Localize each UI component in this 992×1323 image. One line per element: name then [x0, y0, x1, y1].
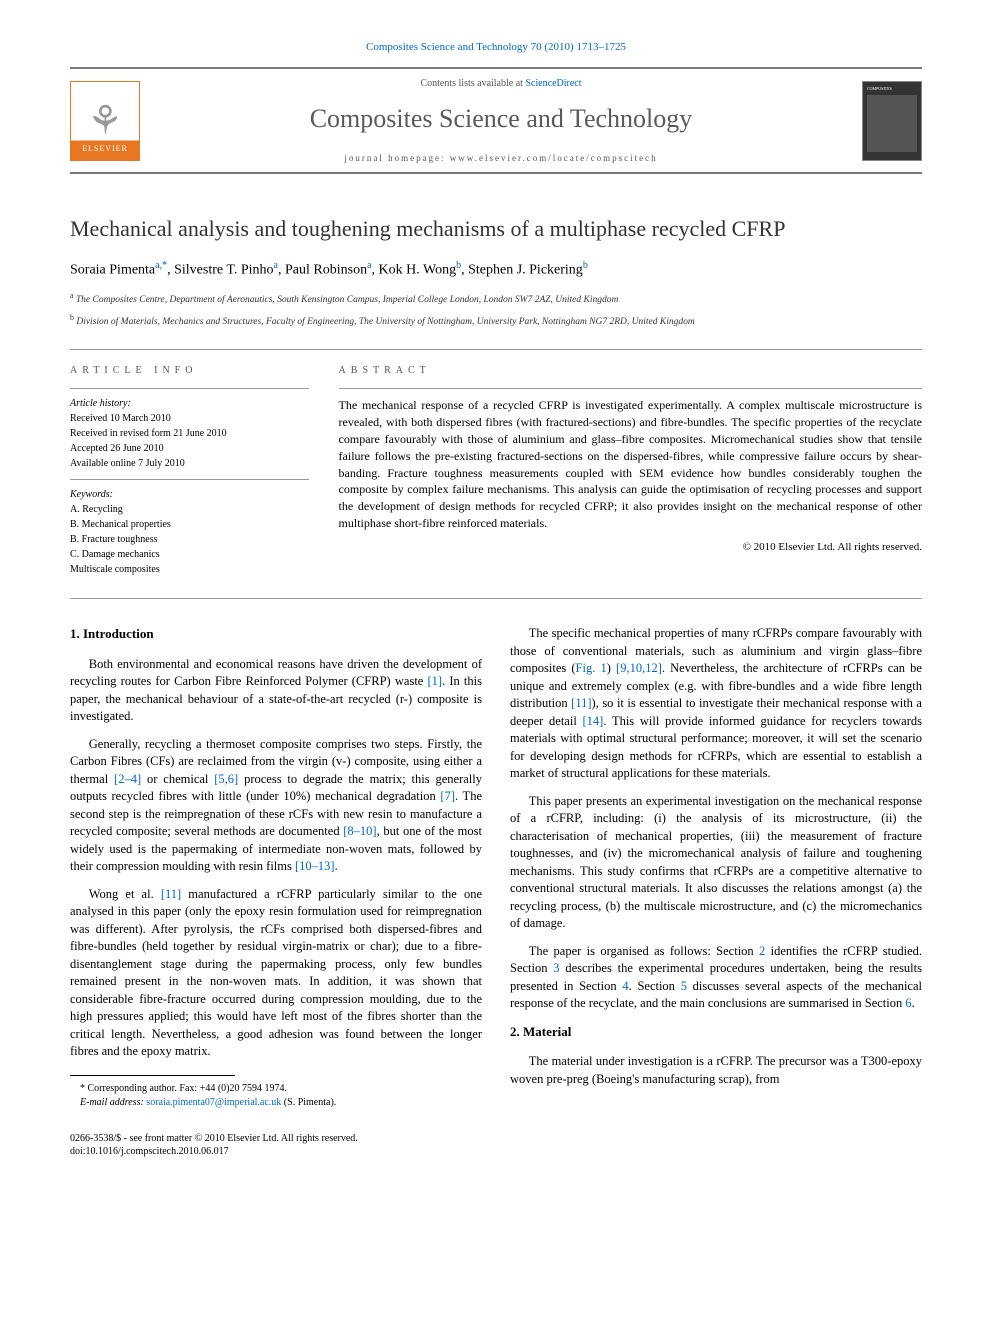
ref-7[interactable]: [7] [440, 789, 455, 803]
material-heading: 2. Material [510, 1023, 922, 1041]
rule-top [70, 349, 922, 350]
p2-f: . [335, 859, 338, 873]
journal-banner: ⚘ ELSEVIER Contents lists available at S… [70, 67, 922, 174]
ref-14[interactable]: [14] [583, 714, 604, 728]
ref-11[interactable]: [11] [161, 887, 181, 901]
article-title: Mechanical analysis and toughening mecha… [70, 214, 922, 245]
citation-link[interactable]: Composites Science and Technology 70 (20… [366, 41, 626, 53]
ref-5-6[interactable]: [5,6] [214, 772, 238, 786]
keyword-0: A. Recycling [70, 503, 309, 517]
keywords-label: Keywords: [70, 488, 309, 502]
affiliation-a: a The Composites Centre, Department of A… [70, 290, 922, 307]
contents-line: Contents lists available at ScienceDirec… [160, 77, 842, 91]
history-1: Received in revised form 21 June 2010 [70, 427, 309, 441]
contents-prefix: Contents lists available at [420, 78, 525, 89]
cover-thumb-image [867, 95, 917, 151]
ref-2-4[interactable]: [2–4] [114, 772, 141, 786]
col2-p3: The paper is organised as follows: Secti… [510, 943, 922, 1013]
ref-11b[interactable]: [11] [571, 696, 591, 710]
author-4: Kok H. Wong [379, 263, 457, 278]
author-3: Paul Robinson [285, 263, 367, 278]
abstract-text: The mechanical response of a recycled CF… [339, 397, 922, 531]
c2p3-d: . Section [629, 979, 681, 993]
author-5-affil[interactable]: b [583, 260, 588, 271]
p2-b: or chemical [141, 772, 214, 786]
abstract-rule [339, 388, 922, 389]
intro-p3: Wong et al. [11] manufactured a rCFRP pa… [70, 886, 482, 1061]
c2p1-b: ) [607, 661, 616, 675]
keyword-3: C. Damage mechanics [70, 548, 309, 562]
affiliation-b-text: Division of Materials, Mechanics and Str… [76, 317, 694, 327]
front-matter-doi: doi:10.1016/j.compscitech.2010.06.017 [70, 1145, 922, 1158]
ref-1[interactable]: [1] [428, 674, 443, 688]
front-matter: 0266-3538/$ - see front matter © 2010 El… [70, 1132, 922, 1158]
abstract-column: abstract The mechanical response of a re… [339, 364, 922, 578]
abstract-heading: abstract [339, 364, 922, 378]
journal-homepage: journal homepage: www.elsevier.com/locat… [160, 152, 842, 165]
info-abstract-row: article info Article history: Received 1… [70, 364, 922, 578]
author-1-affil[interactable]: a,* [155, 260, 167, 271]
col2-p4: The material under investigation is a rC… [510, 1053, 922, 1088]
authors-line: Soraia Pimentaa,*, Silvestre T. Pinhoa, … [70, 259, 922, 280]
corresponding-author: * Corresponding author. Fax: +44 (0)20 7… [70, 1082, 482, 1096]
fig-1-link[interactable]: Fig. 1 [576, 661, 607, 675]
col2-p1: The specific mechanical properties of ma… [510, 625, 922, 783]
corresponding-email-line: E-mail address: soraia.pimenta07@imperia… [70, 1096, 482, 1110]
publisher-logo: ⚘ ELSEVIER [70, 81, 140, 161]
author-2: Silvestre T. Pinho [174, 263, 273, 278]
c2p3-a: The paper is organised as follows: Secti… [529, 944, 759, 958]
body-right-column: The specific mechanical properties of ma… [510, 625, 922, 1109]
info-rule-2 [70, 479, 309, 480]
history-label: Article history: [70, 397, 309, 411]
keyword-4: Multiscale composites [70, 563, 309, 577]
p3-a: Wong et al. [89, 887, 161, 901]
journal-name: Composites Science and Technology [160, 101, 842, 137]
article-info-column: article info Article history: Received 1… [70, 364, 309, 578]
intro-heading: 1. Introduction [70, 625, 482, 643]
affiliation-b: b Division of Materials, Mechanics and S… [70, 312, 922, 329]
author-1: Soraia Pimenta [70, 263, 155, 278]
email-label: E-mail address: [80, 1097, 146, 1108]
body-left-column: 1. Introduction Both environmental and e… [70, 625, 482, 1109]
author-5: Stephen J. Pickering [468, 263, 583, 278]
corresponding-email[interactable]: soraia.pimenta07@imperial.ac.uk [146, 1097, 281, 1108]
banner-center: Contents lists available at ScienceDirec… [160, 77, 842, 164]
col2-p2: This paper presents an experimental inve… [510, 793, 922, 933]
history-0: Received 10 March 2010 [70, 412, 309, 426]
ref-8-10[interactable]: [8–10] [343, 824, 376, 838]
intro-p1: Both environmental and economical reason… [70, 656, 482, 726]
author-2-affil[interactable]: a [274, 260, 278, 271]
affiliation-a-text: The Composites Centre, Department of Aer… [76, 296, 618, 306]
footnote-rule [70, 1075, 235, 1076]
c2p3-f: . [912, 996, 915, 1010]
history-2: Accepted 26 June 2010 [70, 442, 309, 456]
abstract-copyright: © 2010 Elsevier Ltd. All rights reserved… [339, 540, 922, 555]
info-rule-1 [70, 388, 309, 389]
intro-p2: Generally, recycling a thermoset composi… [70, 736, 482, 876]
rule-bottom [70, 598, 922, 599]
info-heading: article info [70, 364, 309, 378]
keyword-2: B. Fracture toughness [70, 533, 309, 547]
keyword-1: B. Mechanical properties [70, 518, 309, 532]
p1-a: Both environmental and economical reason… [70, 657, 482, 689]
ref-9-10-12[interactable]: [9,10,12] [616, 661, 662, 675]
sciencedirect-link[interactable]: ScienceDirect [525, 78, 581, 89]
front-matter-line1: 0266-3538/$ - see front matter © 2010 El… [70, 1132, 922, 1145]
p3-b: manufactured a rCFRP particularly simila… [70, 887, 482, 1059]
history-3: Available online 7 July 2010 [70, 457, 309, 471]
email-suffix: (S. Pimenta). [281, 1097, 336, 1108]
cover-thumbnail: COMPOSITES [862, 81, 922, 161]
body-columns: 1. Introduction Both environmental and e… [70, 625, 922, 1109]
ref-10-13[interactable]: [10–13] [295, 859, 335, 873]
author-4-affil[interactable]: b [456, 260, 461, 271]
publisher-logo-icon: ⚘ [87, 101, 123, 141]
citation-header: Composites Science and Technology 70 (20… [70, 40, 922, 55]
publisher-logo-label: ELSEVIER [78, 141, 132, 156]
cover-thumb-title: COMPOSITES [867, 86, 917, 92]
author-3-affil[interactable]: a [367, 260, 371, 271]
